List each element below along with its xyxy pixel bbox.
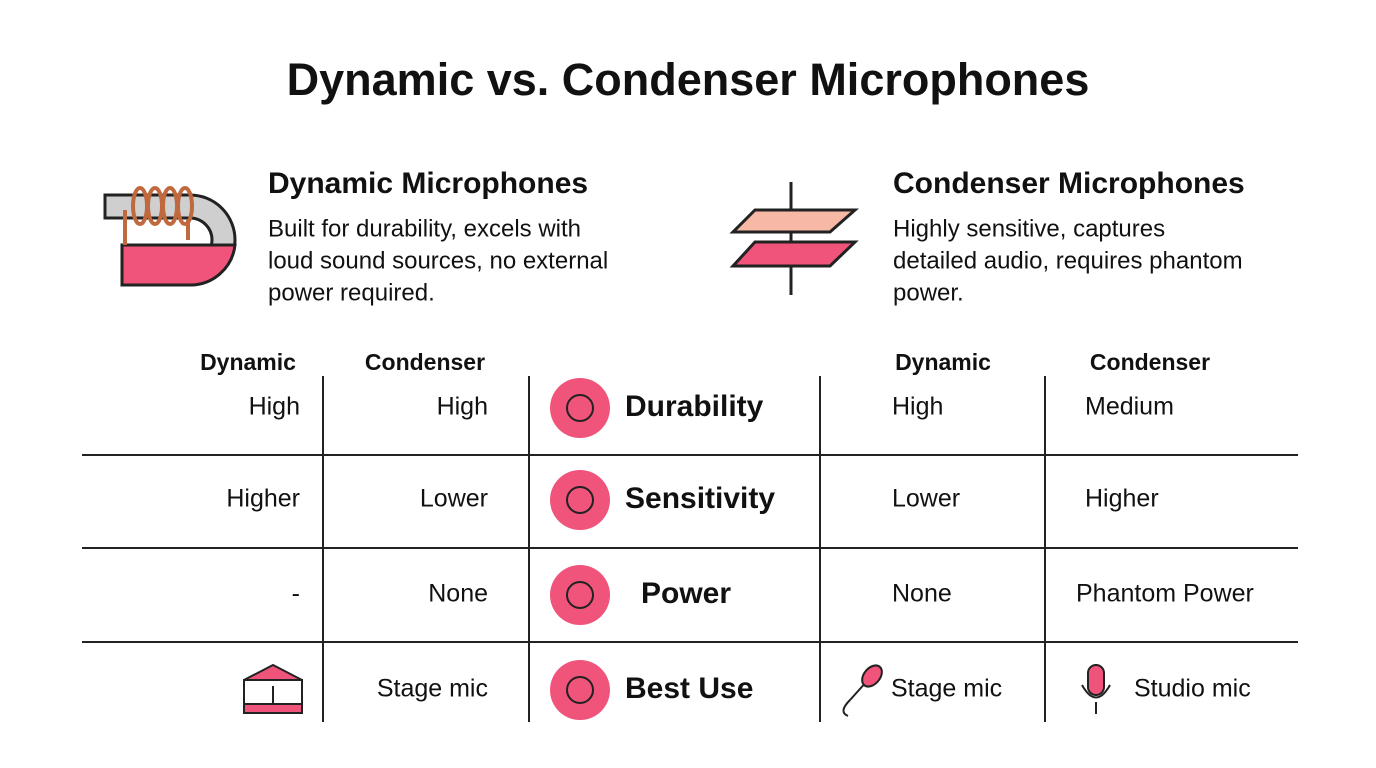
dynamic-icon <box>103 186 237 287</box>
table-cell: High <box>249 393 300 421</box>
descriptions: Built for durability, excels with loud so… <box>268 215 1243 306</box>
row-icon <box>550 660 610 720</box>
row-label: Power <box>641 577 731 610</box>
table-cell: Studio mic <box>1134 675 1251 703</box>
column-header: Condenser <box>1090 349 1210 375</box>
column-header: Dynamic <box>200 349 296 375</box>
mic-icon <box>842 664 883 717</box>
table-cell: Lower <box>420 485 488 513</box>
table-cell: - <box>292 580 300 608</box>
table-cell: Stage mic <box>377 675 488 703</box>
description-line: detailed audio, requires phantom <box>893 247 1243 274</box>
row-icon-detail <box>566 394 594 422</box>
row-icon <box>550 470 610 530</box>
column-header: Condenser <box>365 349 485 375</box>
row-icon-detail <box>566 676 594 704</box>
table-cell: None <box>428 580 488 608</box>
stage-icon <box>243 663 303 714</box>
row-icon-detail <box>566 486 594 514</box>
row-icon <box>550 378 610 438</box>
table-cell: Higher <box>226 485 300 513</box>
table-cell: Phantom Power <box>1076 580 1254 608</box>
column-header: Dynamic <box>895 349 991 375</box>
table-cell: Higher <box>1085 485 1159 513</box>
table-cell: High <box>892 393 943 421</box>
row-label: Best Use <box>625 672 753 705</box>
section-title: Condenser Microphones <box>893 167 1245 200</box>
row-icon-detail <box>566 581 594 609</box>
table-cell: None <box>892 580 952 608</box>
row-label: Sensitivity <box>625 482 775 515</box>
table-cell: Stage mic <box>891 675 1002 703</box>
table-cell: High <box>437 393 488 421</box>
table-cell: Medium <box>1085 393 1174 421</box>
row-label: Durability <box>625 390 764 423</box>
table-rules <box>82 376 1298 722</box>
section-title: Dynamic Microphones <box>268 167 588 200</box>
description-line: power. <box>893 279 964 306</box>
page-title: Dynamic vs. Condenser Microphones <box>287 54 1090 105</box>
row-icon <box>550 565 610 625</box>
studio-mic-icon <box>1081 664 1111 714</box>
table: Dynamic Condenser Dynamic Condenser High High… <box>200 349 1254 720</box>
table-cell: Lower <box>892 485 960 513</box>
condenser-icon <box>729 182 859 295</box>
description-line: Built for durability, excels with <box>268 215 581 242</box>
description-line: power required. <box>268 279 435 306</box>
description-line: loud sound sources, no external <box>268 247 608 274</box>
description-line: Highly sensitive, captures <box>893 215 1165 242</box>
